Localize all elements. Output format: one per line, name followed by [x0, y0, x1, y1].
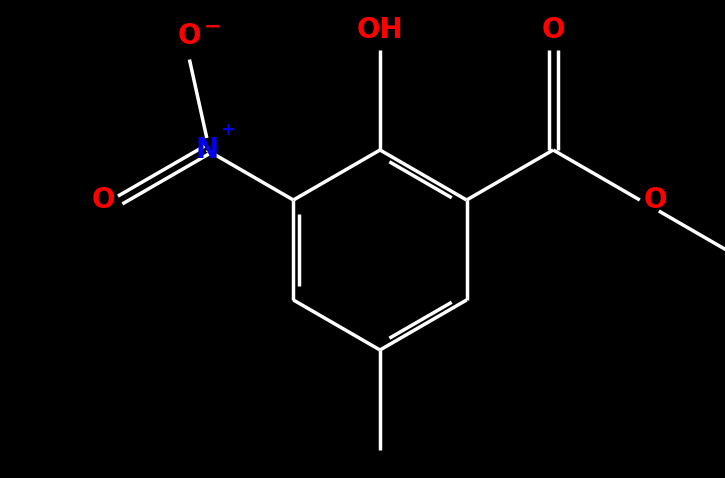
- Text: O: O: [542, 16, 565, 44]
- Text: O: O: [91, 186, 115, 214]
- Text: OH: OH: [357, 16, 403, 44]
- Text: N: N: [195, 136, 218, 164]
- Text: +: +: [220, 121, 235, 139]
- Text: −: −: [204, 17, 221, 36]
- Text: O: O: [644, 186, 667, 214]
- Text: O: O: [178, 22, 201, 50]
